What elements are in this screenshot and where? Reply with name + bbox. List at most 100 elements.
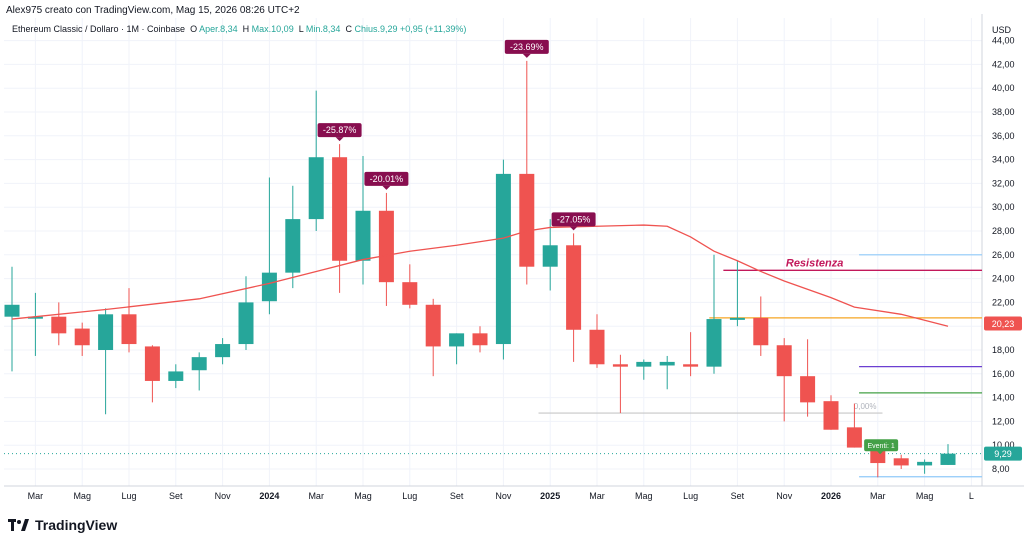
price-tag-label: 20,23 <box>992 319 1015 329</box>
time-tick-label: Nov <box>215 491 232 501</box>
candle-body <box>940 453 956 465</box>
time-tick-label: Mag <box>635 491 653 501</box>
measure-label: 0,00% <box>854 402 877 411</box>
time-tick-label: Set <box>731 491 745 501</box>
close-label: C <box>345 24 352 34</box>
open-label: O <box>190 24 198 34</box>
candle-body <box>74 328 90 346</box>
ohlc-legend: Ethereum Classic / Dollaro · 1M · Coinba… <box>12 24 466 34</box>
price-tick-label: 38,00 <box>992 107 1015 117</box>
candle-body <box>308 157 324 220</box>
symbol-name[interactable]: Ethereum Classic / Dollaro · 1M · Coinba… <box>12 24 186 34</box>
price-tick-label: 16,00 <box>992 369 1015 379</box>
price-tick-label: 12,00 <box>992 416 1015 426</box>
price-tick-label: 44,00 <box>992 36 1015 46</box>
candle-body <box>168 371 184 381</box>
grid <box>4 14 1024 487</box>
time-tick-label: Mar <box>589 491 605 501</box>
pct-change-label-pointer <box>522 53 531 58</box>
pct-change-label: -20.01% <box>370 174 404 184</box>
time-axis[interactable]: Mar Mag Lug Set Nov 2024 Mar Mag Lug Set Nov 2025 Ma… <box>28 491 974 501</box>
moving-average <box>11 224 949 327</box>
candle-body <box>729 317 745 320</box>
pct-change-label: -23.69% <box>510 42 544 52</box>
candle-body <box>753 317 769 346</box>
candle-body <box>542 245 558 267</box>
candle-body <box>332 157 348 261</box>
candle-body <box>519 173 535 267</box>
candle-body <box>285 219 301 273</box>
candle-body <box>917 461 933 466</box>
price-tick-label: 42,00 <box>992 59 1015 69</box>
time-tick-label: Set <box>169 491 183 501</box>
author-line: Alex975 creato con TradingView.com, Mag … <box>6 5 300 16</box>
candle-body <box>121 314 137 345</box>
time-tick-label: L <box>969 491 974 501</box>
pct-change-label-bg <box>364 171 409 186</box>
event-badge-bg <box>864 439 899 452</box>
candle-body <box>659 361 675 366</box>
candle-body <box>589 329 605 365</box>
candle-body <box>776 345 792 377</box>
price-tag-bg <box>984 446 1022 461</box>
price-tick-label: 18,00 <box>992 345 1015 355</box>
time-tick-label: Nov <box>776 491 793 501</box>
candle-body <box>425 304 441 347</box>
candle-body <box>472 333 488 346</box>
price-tick-label: 24,00 <box>992 274 1015 284</box>
price-tick-label: 26,00 <box>992 250 1015 260</box>
candle-body <box>612 364 628 367</box>
moving-average-line <box>11 224 949 327</box>
event-badge-label: Eventi: 1 <box>868 443 895 450</box>
candle-body <box>449 333 465 347</box>
candle-body <box>846 427 862 448</box>
price-tag-label: 9,29 <box>994 449 1012 459</box>
price-tick-label: 30,00 <box>992 202 1015 212</box>
time-tick-label: 2025 <box>540 491 560 501</box>
time-tick-label: Mag <box>916 491 934 501</box>
price-tick-label: 8,00 <box>992 464 1010 474</box>
candle-body <box>238 302 254 345</box>
open-value: Aper.8,34 <box>199 24 238 34</box>
candle-body <box>144 346 160 381</box>
resistance-label: Resistenza <box>786 257 843 269</box>
brand-name: TradingView <box>35 517 118 533</box>
price-axis[interactable]: USD8,0010,0012,0014,0016,0018,0020,0022,… <box>984 25 1022 474</box>
pct-change-label-bg <box>504 39 549 54</box>
currency-label: USD <box>992 25 1012 35</box>
candle-body <box>27 316 43 319</box>
candle-body <box>402 282 418 305</box>
time-tick-label: 2024 <box>259 491 279 501</box>
candle-body <box>566 245 582 330</box>
pct-change-label-bg <box>317 123 362 138</box>
time-tick-label: Mar <box>308 491 324 501</box>
candle-body <box>495 173 511 345</box>
pct-change-label: -27.05% <box>557 214 591 224</box>
candle-body <box>823 401 839 430</box>
time-tick-label: Lug <box>683 491 698 501</box>
price-tick-label: 28,00 <box>992 226 1015 236</box>
price-tick-label: 22,00 <box>992 297 1015 307</box>
pct-change-label-pointer <box>382 185 391 190</box>
pct-change-label: -25.87% <box>323 125 357 135</box>
candle-body <box>893 458 909 466</box>
tradingview-logo-icon <box>8 518 29 531</box>
high-label: H <box>242 24 250 34</box>
price-tag-bg <box>984 316 1022 331</box>
candle-body <box>4 304 20 317</box>
candle-body <box>800 376 816 403</box>
annotations: -25.87% -20.01% -23.69% -27.05% Eventi: 1 <box>317 39 899 455</box>
low-value: Min.8,34 <box>305 24 341 34</box>
price-tick-label: 34,00 <box>992 155 1015 165</box>
candle-body <box>683 364 699 367</box>
close-value: Chius.9,29 <box>354 24 398 34</box>
candle-body <box>215 344 231 358</box>
change-value: +0,95 (+11,39%) <box>400 24 467 34</box>
price-tick-label: 40,00 <box>992 83 1015 93</box>
price-tick-label: 32,00 <box>992 178 1015 188</box>
price-tick-label: 10,00 <box>992 440 1015 450</box>
pct-change-label-pointer <box>335 137 344 142</box>
pct-change-label-pointer <box>569 226 578 231</box>
tradingview-logo: TradingView <box>8 517 117 533</box>
